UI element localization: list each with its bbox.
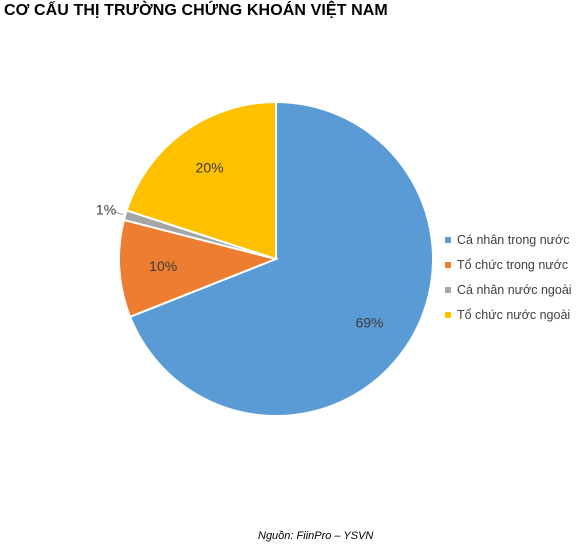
legend-item: Tổ chức trong nước xyxy=(445,252,572,277)
legend-swatch xyxy=(445,236,451,243)
slice-data-label: 69% xyxy=(355,315,383,331)
legend-swatch xyxy=(445,286,451,293)
pie-slice xyxy=(128,100,434,417)
legend-swatch xyxy=(445,261,451,268)
label-leader-line xyxy=(115,211,124,216)
legend-label: Tổ chức trong nước xyxy=(457,257,569,272)
legend-label: Cá nhân trong nước xyxy=(457,232,570,247)
slice-data-label: 20% xyxy=(196,160,224,176)
legend: Cá nhân trong nước Tổ chức trong nước Cá… xyxy=(445,227,572,327)
legend-item: Cá nhân nước ngoài xyxy=(445,277,572,302)
slice-data-label: 1% xyxy=(96,202,116,218)
legend-label: Cá nhân nước ngoài xyxy=(457,282,572,297)
chart-title: CƠ CẤU THỊ TRƯỜNG CHỨNG KHOÁN VIỆT NAM xyxy=(4,2,388,19)
pie-slice xyxy=(125,100,277,261)
legend-item: Cá nhân trong nước xyxy=(445,227,572,252)
legend-label: Tổ chức nước ngoài xyxy=(457,307,571,322)
slice-data-label: 10% xyxy=(149,258,177,274)
pie-slice xyxy=(118,218,280,319)
source-note: Nguồn: FiinPro – YSVN xyxy=(258,530,374,542)
legend-item: Tổ chức nước ngoài xyxy=(445,302,572,327)
legend-swatch xyxy=(445,311,451,318)
